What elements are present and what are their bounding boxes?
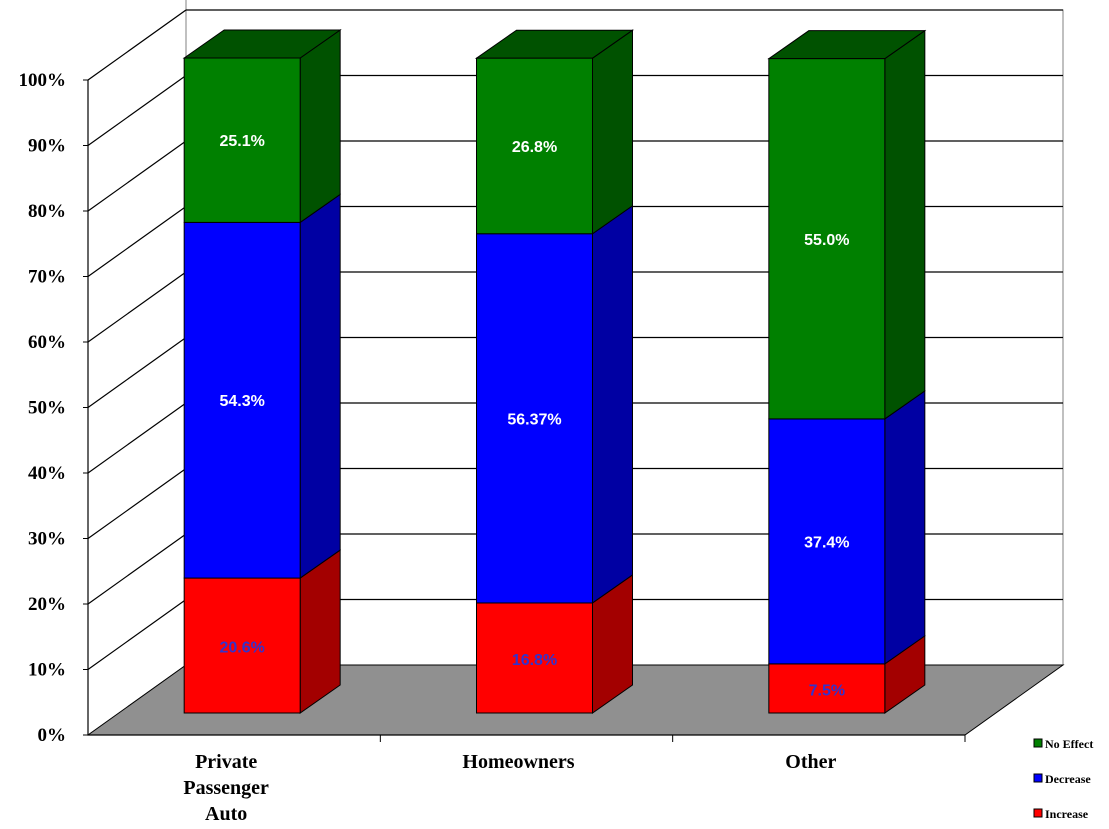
bar-side-face bbox=[299, 29, 341, 224]
bar-side-face bbox=[299, 549, 341, 714]
bar-value-label: 25.1% bbox=[219, 133, 264, 150]
bar-value-label: 54.3% bbox=[219, 393, 264, 410]
x-category-label: Other bbox=[785, 751, 836, 773]
y-tick-label: 40% bbox=[28, 463, 66, 484]
gridline-side bbox=[87, 9, 187, 81]
y-tick-label: 60% bbox=[28, 332, 66, 353]
x-category-label: Private Passenger Auto bbox=[183, 751, 269, 825]
bar-value-label: 56.37% bbox=[507, 411, 561, 428]
bars: 20.6% 54.3% 25.1% 16.8% 56.37% 26.8% 7.5% 37.4%… bbox=[182, 29, 927, 714]
bar-value-label: 16.8% bbox=[512, 652, 557, 669]
bar-segment bbox=[183, 221, 301, 579]
y-tick-label: 0% bbox=[38, 725, 67, 746]
legend-label: Increase bbox=[1045, 807, 1089, 821]
x-category-label: Homeowners bbox=[462, 751, 574, 773]
gridline-side bbox=[87, 337, 187, 408]
bar-segment bbox=[476, 57, 593, 235]
bar-segment bbox=[768, 418, 886, 665]
bar-value-label: 37.4% bbox=[804, 534, 849, 551]
bar-value-label: 7.5% bbox=[809, 682, 845, 699]
bar-side-face bbox=[884, 389, 926, 665]
bar-value-label: 20.6% bbox=[219, 640, 264, 657]
bar-side-face bbox=[299, 193, 341, 580]
gridline-side bbox=[87, 402, 187, 474]
y-tick-label: 50% bbox=[28, 398, 66, 419]
legend-item: Decrease bbox=[1033, 772, 1091, 786]
gridline-side bbox=[87, 140, 187, 212]
bar-value-label: 55.0% bbox=[804, 232, 849, 249]
gridline-side bbox=[87, 75, 187, 146]
gridline-side bbox=[87, 599, 187, 670]
bar-side-face bbox=[592, 29, 633, 235]
y-tick-label: 100% bbox=[19, 70, 67, 91]
x-axis-category-labels: Private Passenger Auto Homeowners Other bbox=[183, 751, 836, 825]
gridline-side bbox=[87, 271, 187, 343]
legend: No Effect Decrease Increase bbox=[1033, 737, 1093, 821]
bar-segment bbox=[476, 602, 593, 714]
legend-item: Increase bbox=[1033, 807, 1089, 821]
legend-label: Decrease bbox=[1045, 772, 1091, 786]
y-tick-label: 20% bbox=[28, 594, 66, 615]
legend-label: No Effect bbox=[1045, 737, 1093, 751]
bar-stack: 16.8% 56.37% 26.8% bbox=[474, 29, 635, 714]
legend-swatch bbox=[1033, 773, 1043, 783]
gridline-side bbox=[87, 468, 187, 539]
legend-swatch bbox=[1033, 738, 1043, 748]
bar-value-label: 26.8% bbox=[512, 139, 557, 156]
bar-segment bbox=[768, 58, 886, 420]
y-tick-label: 90% bbox=[28, 136, 66, 157]
y-axis-tick-labels: 0% 10% 20% 30% 40% 50% 60% 70% 80% 90% 100% bbox=[19, 70, 67, 746]
y-tick-label: 70% bbox=[28, 267, 66, 288]
legend-item: No Effect bbox=[1033, 737, 1093, 751]
bar-side-face bbox=[884, 29, 926, 420]
y-tick-label: 80% bbox=[28, 201, 66, 222]
gridline-side bbox=[87, 206, 187, 277]
bar-stack: 7.5% 37.4% 55.0% bbox=[767, 29, 927, 714]
gridline-side bbox=[87, 533, 187, 605]
axes bbox=[83, 79, 966, 742]
bar-segment bbox=[476, 233, 593, 604]
legend-swatch bbox=[1033, 808, 1043, 818]
y-tick-label: 30% bbox=[28, 529, 66, 550]
bar-side-face bbox=[592, 204, 633, 604]
bar-segment bbox=[768, 663, 886, 714]
y-tick-label: 10% bbox=[28, 660, 66, 681]
bar-segment bbox=[183, 57, 301, 223]
bar-segment bbox=[183, 577, 301, 714]
bar-stack: 20.6% 54.3% 25.1% bbox=[182, 29, 342, 714]
